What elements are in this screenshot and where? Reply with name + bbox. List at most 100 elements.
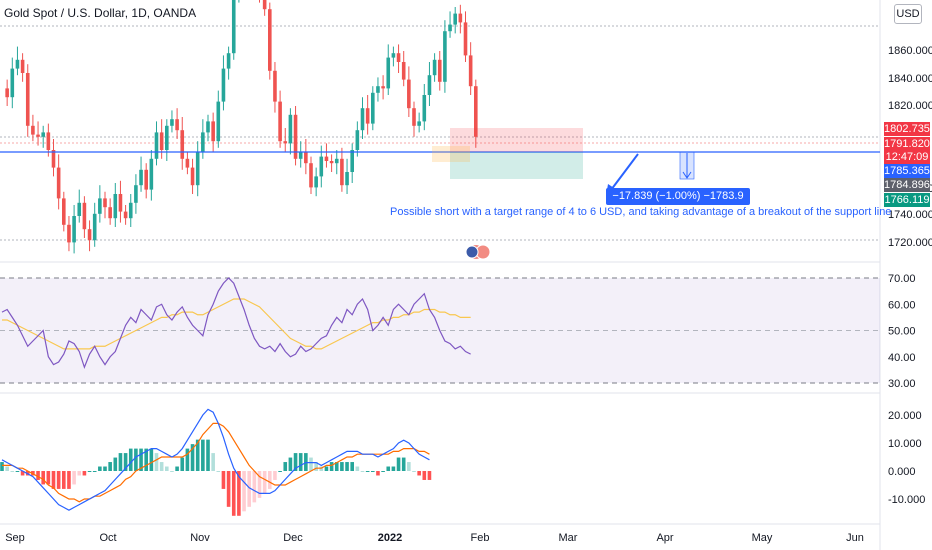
price-tag: 12:47:09 (884, 150, 930, 164)
macd-histogram-bar (350, 462, 354, 471)
candle-body (319, 156, 324, 177)
rsi-tick-label: 30.00 (888, 378, 916, 390)
price-axis: 1860.0001840.0001820.0001760.0001740.000… (888, 45, 932, 506)
macd-histogram-bar (170, 471, 174, 472)
macd-histogram-bar (77, 471, 82, 476)
grid (0, 0, 881, 550)
macd-histogram-bar (298, 453, 303, 471)
rsi-line (1, 277, 471, 370)
candle-body (298, 152, 303, 159)
macd-histogram-bar (159, 462, 164, 471)
macd-tick-label: 0.000 (888, 466, 916, 478)
macd-histogram-bar (273, 471, 277, 480)
candle-body (118, 194, 123, 212)
entry-highlight (432, 146, 470, 162)
macd-histogram-bar (41, 471, 45, 485)
candle-body (226, 53, 231, 69)
price-tick-label: 1820.000 (888, 100, 932, 112)
macd-histogram-bar (268, 471, 272, 489)
macd-histogram-bar (314, 462, 318, 471)
candle-body (216, 101, 221, 142)
macd-histogram-bar (0, 462, 4, 471)
measure-arrow-head (682, 171, 692, 179)
macd-histogram-bar (185, 448, 190, 471)
candle-body (262, 0, 267, 10)
candle-body (144, 169, 148, 190)
candle-body (20, 59, 25, 73)
measure-label: −17.839 (−1.00%) −1783.9 (606, 188, 750, 205)
candle-body (134, 185, 138, 203)
candle-body (67, 224, 71, 243)
currency-button[interactable]: USD (894, 4, 922, 24)
candle-body (139, 169, 143, 186)
rsi-tick-label: 60.00 (888, 299, 916, 311)
macd-histogram-bar (309, 457, 313, 471)
macd-histogram-bar (165, 466, 169, 471)
time-tick-label: Apr (656, 532, 673, 544)
macd-histogram-bar (118, 453, 123, 471)
price-tick-label: 1740.000 (888, 209, 932, 221)
macd-histogram-bar (180, 457, 185, 471)
candle-body (211, 121, 215, 142)
chart-title: Gold Spot / U.S. Dollar, 1D, OANDA (4, 6, 197, 20)
candle-body (206, 121, 210, 133)
candle-body (422, 95, 427, 122)
take-profit-zone (450, 152, 583, 179)
candle-body (51, 150, 56, 168)
candle-body (309, 163, 313, 188)
macd-histogram-bar (334, 462, 339, 471)
candle-body (463, 22, 468, 56)
macd-histogram-bar (376, 471, 380, 476)
macd-histogram-bar (123, 453, 128, 471)
macd-histogram-bar (128, 448, 133, 471)
time-tick-label: Mar (559, 532, 578, 544)
price-pane (0, 0, 880, 260)
macd-histogram-bar (72, 471, 76, 485)
price-tag: 1784.896 (884, 178, 930, 192)
macd-line (1, 408, 430, 511)
candle-body (407, 79, 411, 109)
macd-histogram-bar (247, 471, 251, 507)
time-tick-label: Sep (5, 532, 25, 544)
candle-body (443, 31, 447, 82)
candle-body (412, 108, 416, 126)
candle-body (36, 134, 40, 137)
time-tick-label: May (752, 532, 773, 544)
macd-histogram-bar (427, 471, 432, 480)
macd-histogram-bar (56, 471, 61, 489)
rsi-tick-label: 70.00 (888, 273, 916, 285)
macd-histogram-bar (417, 471, 421, 476)
macd-tick-label: 20.000 (888, 410, 922, 422)
macd-histogram-bar (283, 462, 288, 471)
price-tick-label: 1720.000 (888, 237, 932, 249)
candle-body (165, 125, 169, 150)
price-tick-label: 1860.000 (888, 45, 932, 57)
candle-body (401, 62, 406, 80)
rsi-tick-label: 40.00 (888, 352, 916, 364)
time-tick-label: Oct (99, 532, 116, 544)
stop-loss-zone (450, 128, 583, 152)
macd-pane (0, 408, 432, 516)
candle-body (10, 68, 15, 98)
candle-body (391, 53, 396, 58)
annotation-text: Possible short with a target range of 4 … (390, 206, 892, 218)
macd-histogram-bar (360, 471, 365, 472)
candle-body (41, 132, 45, 137)
macd-histogram-bar (15, 471, 20, 472)
candle-body (5, 88, 9, 98)
time-tick-label: Feb (471, 532, 490, 544)
macd-histogram-bar (87, 471, 92, 472)
macd-histogram-bar (51, 471, 56, 489)
price-tag: 1785.365 (884, 164, 930, 178)
candle-body (87, 229, 92, 241)
macd-histogram-bar (10, 471, 15, 472)
macd-histogram-bar (252, 471, 257, 503)
macd-histogram-bar (401, 457, 406, 471)
time-tick-label: Jun (846, 532, 864, 544)
candle-body (432, 59, 437, 76)
candle-body (376, 86, 380, 93)
macd-histogram-bar (20, 471, 25, 476)
candle-body (180, 130, 185, 159)
rsi-pane (0, 277, 880, 384)
